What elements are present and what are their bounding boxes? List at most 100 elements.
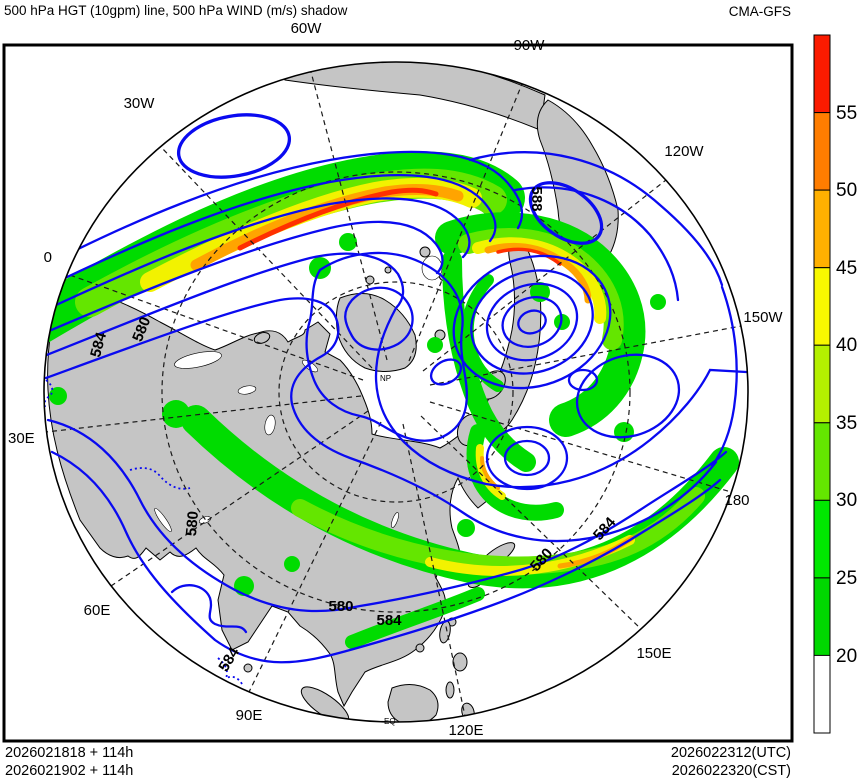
jet-band-connector [442, 250, 536, 472]
lake-baikal [391, 512, 399, 528]
colorbar-tick: 40 [836, 335, 857, 356]
vortex-ring [501, 296, 563, 348]
polar-contour [305, 251, 468, 442]
wind-patch [427, 337, 443, 353]
lon-label-150w: 150W [743, 309, 783, 326]
wind-patch [650, 294, 666, 310]
land-philippines-2 [452, 652, 468, 672]
land-svalbard-2 [384, 266, 392, 274]
valid-time-cst: 2026022320(CST) [672, 763, 791, 779]
colorbar-labels: 55 50 45 40 35 30 25 20 [836, 103, 857, 667]
lon-label-30w: 30W [124, 95, 156, 112]
meridian-150e [420, 415, 642, 630]
contour-label: 588 [528, 186, 545, 211]
meridian-30e [45, 395, 362, 433]
lon-label-120e: 120E [448, 722, 483, 739]
meridian-180 [429, 401, 732, 493]
black-sea [237, 385, 257, 395]
init-time-utc: 2026021818 + 114h [5, 745, 133, 761]
height-contour-closed-high [176, 113, 292, 179]
lon-label-180: 180 [724, 492, 749, 509]
wind-patch [309, 257, 331, 279]
valid-time-utc: 2026022312(UTC) [671, 745, 791, 761]
wind-patch [162, 400, 190, 428]
vortex-ring [470, 269, 594, 375]
pole-label: NP [380, 374, 391, 383]
height-contour [513, 186, 680, 302]
height-contour [468, 151, 724, 287]
equator-circle [43, 61, 749, 723]
model-name: CMA-GFS [729, 4, 791, 19]
meridian-60e [110, 410, 369, 587]
lon-label-90e: 90E [236, 707, 263, 724]
cutoff-low-ring [503, 439, 551, 477]
contour-label: 584 [87, 330, 110, 359]
land-sri-lanka [243, 663, 253, 673]
land-philippines-3 [445, 681, 455, 699]
land-borneo [387, 684, 439, 722]
jet-band-vortex-orange [484, 242, 592, 304]
colorbar-segment [813, 189, 831, 269]
colorbar-tick: 45 [836, 258, 857, 279]
meridian-120w [422, 179, 667, 372]
meridian-150w [429, 325, 742, 386]
cutoff-low-ring [485, 425, 569, 491]
page-title: 500 hPa HGT (10gpm) line, 500 hPa WIND (… [4, 3, 348, 18]
height-contour-584 [50, 450, 722, 664]
lon-label-90w: 90W [514, 37, 546, 54]
colorbar-segment [813, 267, 831, 346]
lon-label-150e: 150E [636, 645, 671, 662]
jet-band-inner-vortex [461, 274, 504, 392]
colorbar-tick: 30 [836, 490, 857, 511]
map-interior: NP [44, 62, 748, 722]
lon-label-120w: 120W [664, 143, 704, 160]
graticule-layer [45, 71, 742, 717]
jet-band-cutoff-yellow [475, 444, 506, 500]
ridge-oval [575, 353, 681, 439]
latitude-circle-60n [278, 281, 514, 503]
caspian-sea [264, 414, 276, 436]
jet-band-vortex-red [496, 247, 562, 266]
height-contour [44, 297, 718, 543]
wind-patch [457, 519, 475, 537]
colorbar-segment [813, 34, 831, 114]
wind-patch [284, 556, 300, 572]
jet-band-cutoff-green [466, 424, 564, 521]
land-hainan [415, 643, 425, 653]
colorbar-tick: 55 [836, 103, 857, 124]
height-contour-580 [46, 418, 728, 613]
land-arctic-island [419, 246, 431, 258]
wind-patch [234, 576, 254, 596]
height-contour [44, 252, 748, 489]
height-contour-588-high [528, 181, 604, 245]
colorbar-segment [813, 499, 831, 579]
contour-label: 584 [376, 612, 402, 629]
height-contour [44, 174, 497, 292]
jet-band-coastal [345, 587, 485, 649]
land-svalbard [365, 275, 375, 285]
meridian-120e [402, 423, 466, 717]
jet-band-main-red [237, 187, 439, 251]
colorbar-tick: 20 [836, 646, 857, 667]
wind-patch [339, 233, 357, 251]
contour-label: 580 [328, 598, 353, 615]
meridian-0 [66, 273, 364, 381]
meridian-90w [408, 83, 523, 362]
polar-contour [429, 358, 463, 386]
wind-patch [49, 387, 67, 405]
land-uk [253, 332, 271, 344]
colorbar-tick: 35 [836, 413, 857, 434]
colorbar-tick: 25 [836, 568, 857, 589]
vortex-ring [485, 282, 579, 362]
longitude-label-layer: 60W 90W 30W 120W 0 150W 30E 180 60E 150E… [8, 20, 783, 739]
lon-label-0: 0 [44, 249, 52, 266]
height-contour [44, 220, 444, 336]
lon-label-60e: 60E [84, 602, 111, 619]
small-closed-contour [567, 368, 599, 392]
colorbar-tick: 50 [836, 180, 857, 201]
height-contour [44, 197, 471, 314]
colorbar-segment [813, 344, 831, 424]
dotted-contour [44, 379, 54, 411]
